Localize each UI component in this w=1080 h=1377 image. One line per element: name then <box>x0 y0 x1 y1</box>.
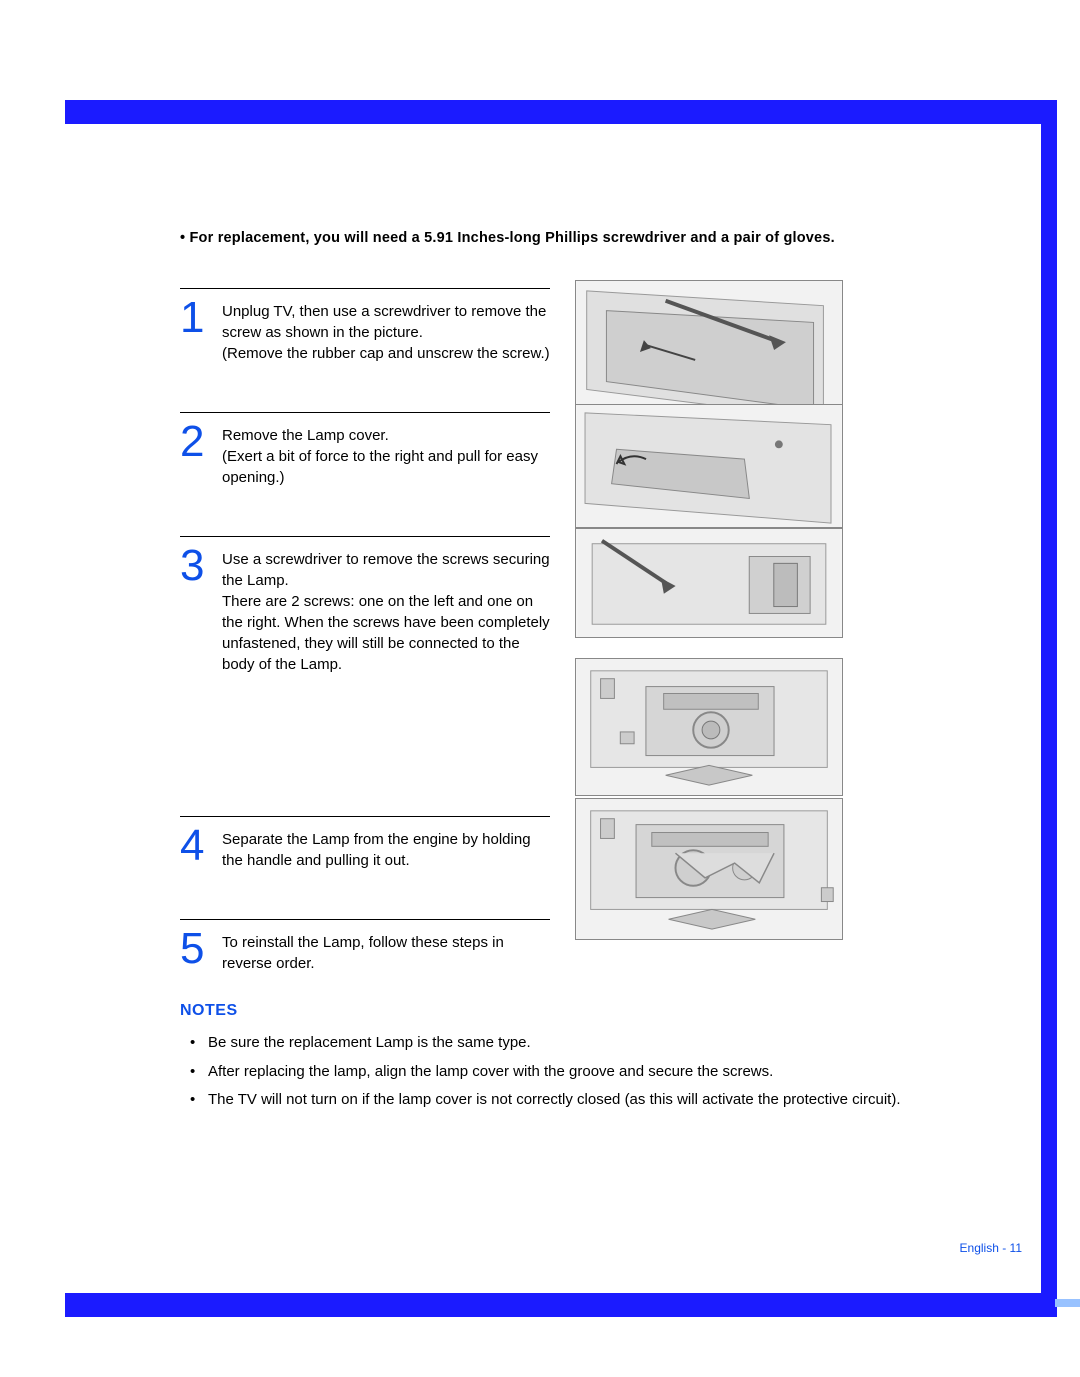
intro-text: • For replacement, you will need a 5.91 … <box>180 230 920 246</box>
step-number: 1 <box>180 299 222 336</box>
note-item: The TV will not turn on if the lamp cove… <box>180 1089 920 1112</box>
step-text: Separate the Lamp from the engine by hol… <box>222 827 550 871</box>
step-text: To reinstall the Lamp, follow these step… <box>222 930 550 974</box>
step-1: 1 Unplug TV, then use a screwdriver to r… <box>180 288 550 364</box>
step-number: 2 <box>180 423 222 460</box>
figure-step-2 <box>575 404 843 528</box>
step-number: 3 <box>180 547 222 584</box>
frame-bottom <box>65 1293 1057 1317</box>
step-number: 4 <box>180 827 222 864</box>
notes-heading: NOTES <box>180 1002 920 1020</box>
step-text: Use a screwdriver to remove the screws s… <box>222 547 550 675</box>
step-text: Unplug TV, then use a screwdriver to rem… <box>222 299 550 364</box>
figure-step-3a <box>575 528 843 638</box>
frame-right <box>1041 124 1057 1317</box>
page-content: • For replacement, you will need a 5.91 … <box>65 130 1030 1287</box>
step-text: Remove the Lamp cover.(Exert a bit of fo… <box>222 423 550 488</box>
step-2: 2 Remove the Lamp cover.(Exert a bit of … <box>180 412 550 488</box>
figure-step-3b <box>575 658 843 796</box>
note-item: Be sure the replacement Lamp is the same… <box>180 1032 920 1055</box>
note-item: After replacing the lamp, align the lamp… <box>180 1061 920 1084</box>
step-number: 5 <box>180 930 222 967</box>
frame-top <box>65 100 1055 124</box>
step-5: 5 To reinstall the Lamp, follow these st… <box>180 919 550 974</box>
step-4: 4 Separate the Lamp from the engine by h… <box>180 816 550 871</box>
notes-list: Be sure the replacement Lamp is the same… <box>180 1032 920 1112</box>
page-number: English - 11 <box>960 1241 1022 1255</box>
step-3: 3 Use a screwdriver to remove the screws… <box>180 536 550 675</box>
frame-tab <box>1055 1299 1080 1307</box>
